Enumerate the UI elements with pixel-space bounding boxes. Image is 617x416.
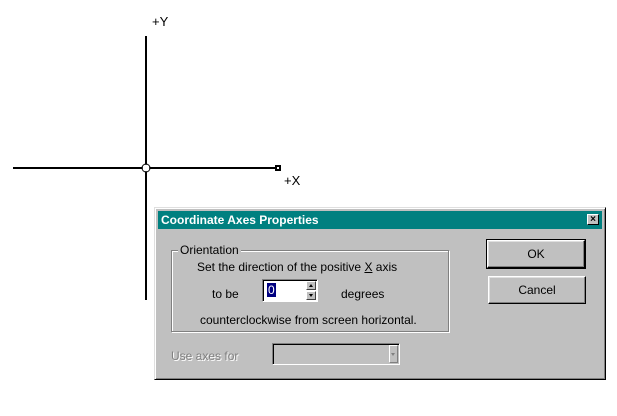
orientation-group: Orientation Set the direction of the pos… [171, 243, 449, 332]
dialog-title: Coordinate Axes Properties [161, 213, 319, 227]
cancel-button[interactable]: Cancel [488, 276, 586, 304]
use-axes-select [272, 343, 400, 365]
dialog-titlebar[interactable]: Coordinate Axes Properties × [158, 211, 602, 229]
spin-up-button[interactable] [306, 281, 316, 290]
degrees-value: 0 [267, 283, 276, 297]
use-axes-label: Use axes for [171, 349, 239, 363]
degrees-spin-buttons [306, 281, 316, 300]
ok-button[interactable]: OK [486, 239, 586, 269]
degrees-label: degrees [341, 287, 385, 301]
degrees-input[interactable]: 0 [265, 282, 307, 299]
use-axes-dropdown-button [389, 345, 398, 363]
direction-text: Set the direction of the positive X axis [197, 260, 398, 274]
y-axis-label: +Y [152, 14, 169, 29]
origin-marker [141, 163, 151, 173]
spin-down-button[interactable] [306, 291, 316, 300]
to-be-label: to be [212, 287, 239, 301]
chevron-down-icon [391, 353, 395, 356]
x-axis-label: +X [284, 173, 301, 188]
chevron-up-icon [309, 284, 313, 287]
ccw-description: counterclockwise from screen horizontal. [200, 313, 417, 327]
orientation-group-label: Orientation [178, 243, 241, 257]
chevron-down-icon [309, 294, 313, 297]
close-icon[interactable]: × [587, 214, 599, 225]
coordinate-axes-dialog: Coordinate Axes Properties × Orientation… [154, 207, 606, 380]
degrees-stepper[interactable]: 0 [262, 279, 318, 302]
